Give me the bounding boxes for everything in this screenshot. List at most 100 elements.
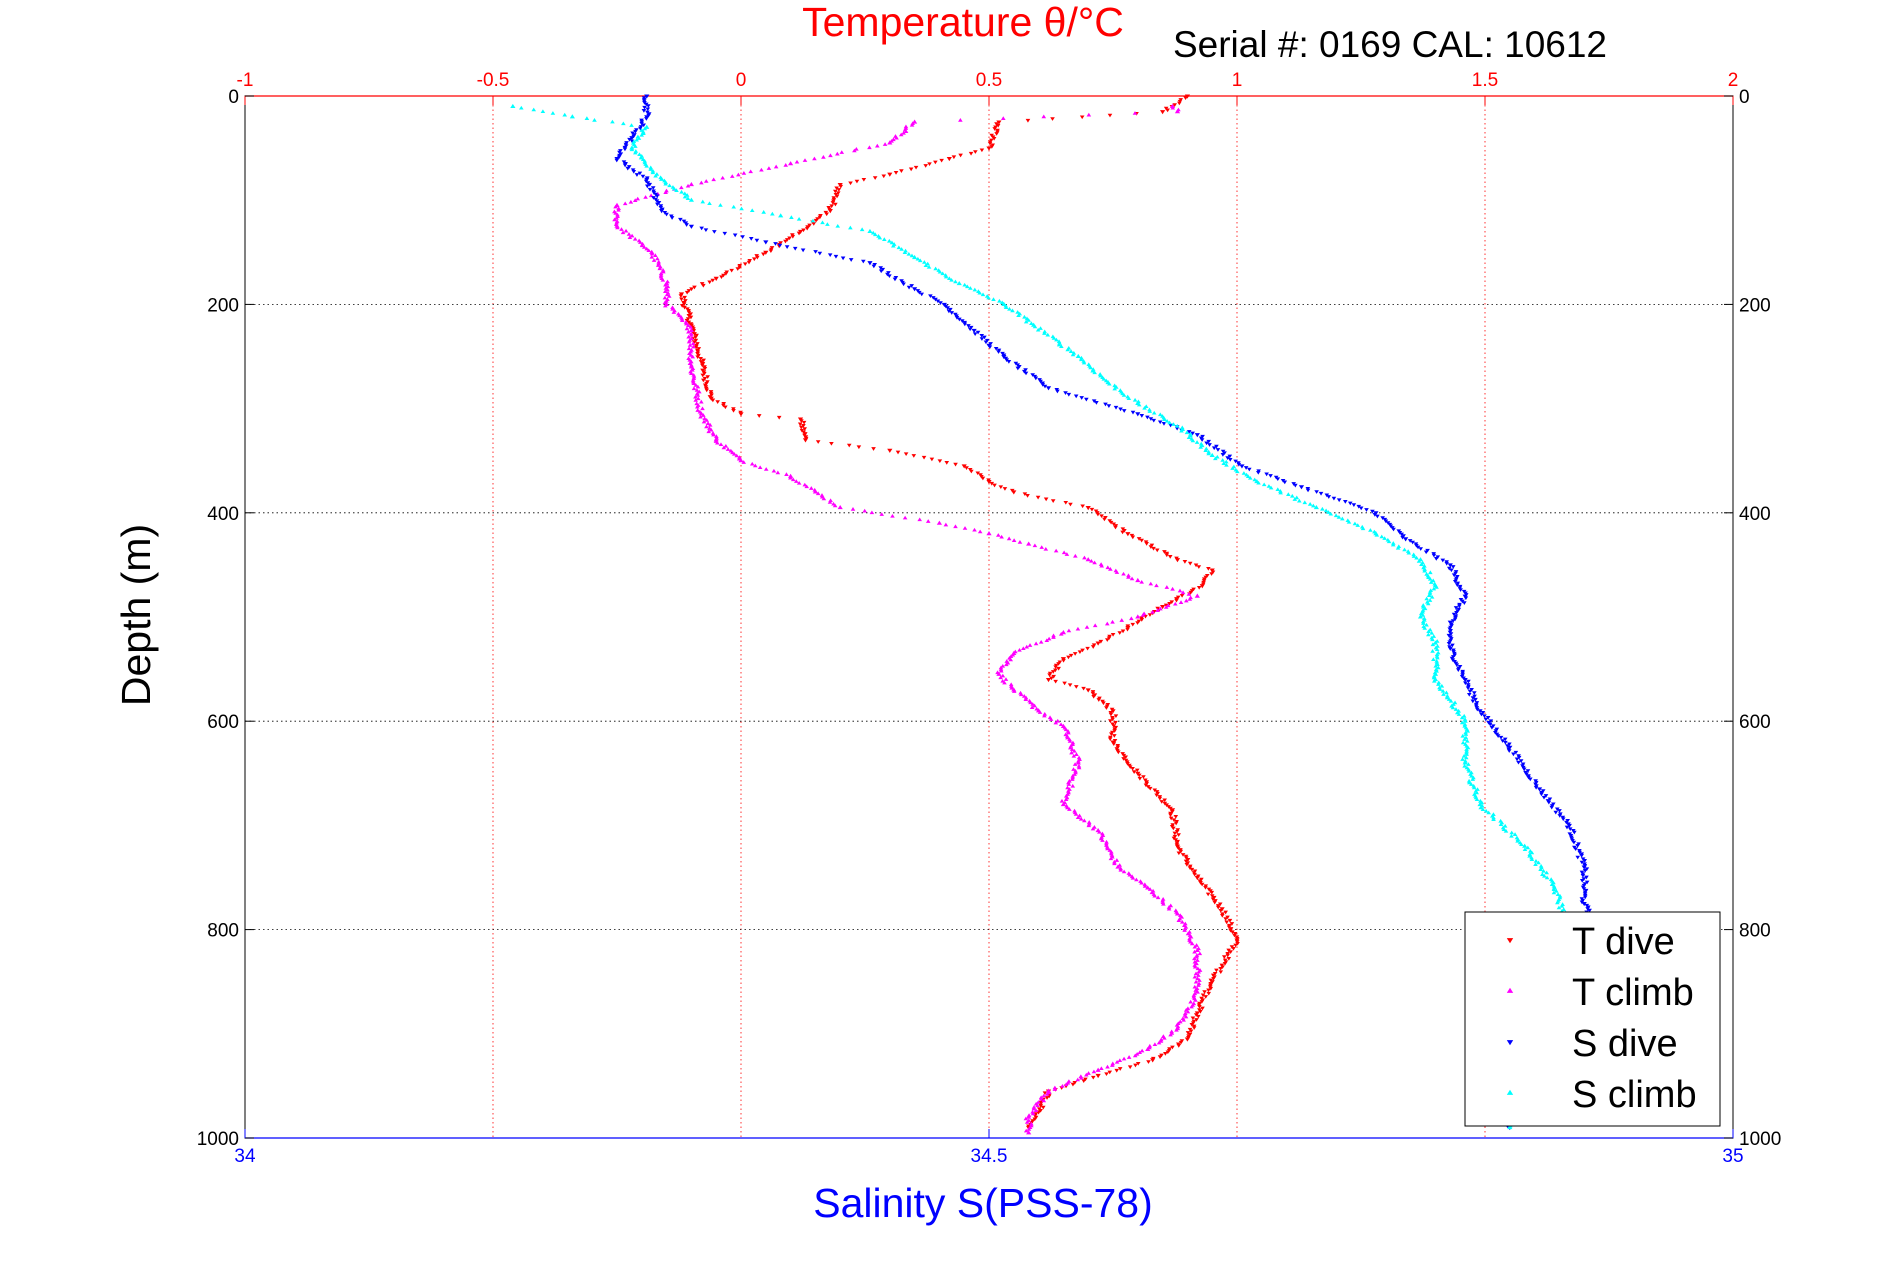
data-point-interp: [1130, 535, 1136, 540]
data-point-interp: [638, 155, 644, 160]
data-point-interp: [1024, 1120, 1030, 1124]
data-point-interp: [921, 455, 927, 460]
data-point-interp: [1177, 588, 1183, 593]
data-point-interp: [801, 228, 806, 233]
data-point-interp: [1120, 530, 1125, 535]
data-point-interp: [731, 204, 736, 209]
data-point-interp: [1314, 490, 1319, 494]
data-point-interp: [1420, 619, 1426, 624]
data-point-interp: [972, 287, 978, 292]
data-point-interp: [1164, 418, 1170, 423]
data-point-interp: [1046, 1090, 1052, 1095]
data-point: [713, 276, 719, 281]
data-point-interp: [1166, 906, 1172, 911]
data-point-interp: [690, 354, 695, 359]
data-point-interp: [1505, 744, 1510, 748]
data-point-interp: [1092, 623, 1098, 628]
data-point: [1581, 865, 1587, 870]
data-point: [763, 240, 769, 245]
data-point-interp: [671, 310, 677, 314]
legend-label-t-climb: T climb: [1572, 972, 1694, 1014]
data-point-interp: [1464, 748, 1469, 753]
data-point-interp: [1192, 964, 1198, 969]
data-point-interp: [1000, 678, 1005, 683]
bottom-tick-label: 34.5: [971, 1146, 1008, 1167]
data-point-interp: [801, 424, 806, 428]
left-tick-label: 400: [207, 504, 239, 525]
data-point-interp: [628, 199, 634, 204]
data-point-interp: [1112, 861, 1117, 866]
data-point: [1085, 688, 1091, 693]
data-point-interp: [697, 389, 702, 394]
data-point-interp: [1205, 892, 1211, 897]
data-point-interp: [1215, 905, 1221, 910]
data-point-interp: [761, 252, 766, 257]
right-tick-label: 400: [1739, 504, 1771, 525]
data-point-interp: [1434, 585, 1439, 589]
data-point-interp: [1151, 418, 1157, 423]
data-point-interp: [1127, 1065, 1133, 1070]
data-point-interp: [798, 425, 804, 430]
data-point-interp: [1218, 966, 1223, 971]
data-point-interp: [1436, 665, 1441, 670]
data-point-interp: [686, 339, 692, 344]
data-point-interp: [714, 434, 719, 438]
data-point-interp: [1439, 683, 1445, 688]
data-point-interp: [1207, 443, 1212, 447]
data-point-interp: [983, 340, 989, 345]
data-point-interp: [678, 217, 683, 222]
data-point-interp: [1529, 850, 1535, 855]
data-point-interp: [968, 286, 973, 290]
data-point-interp: [966, 324, 971, 328]
data-point-interp: [1033, 641, 1039, 646]
data-point-interp: [1424, 622, 1429, 627]
data-point-interp: [832, 503, 838, 508]
data-point-interp: [1445, 693, 1450, 698]
data-point-interp: [1454, 663, 1460, 668]
data-point-interp: [1502, 737, 1508, 742]
data-point-interp: [1026, 318, 1031, 322]
data-point-interp: [813, 250, 818, 254]
data-point-interp: [633, 144, 638, 148]
data-point-interp: [1266, 484, 1272, 488]
data-point-interp: [1168, 816, 1174, 821]
data-point-interp: [796, 217, 802, 221]
data-point-interp: [1579, 854, 1584, 858]
data-point-interp: [1147, 786, 1153, 791]
data-point: [1060, 801, 1066, 807]
data-point-interp: [937, 269, 943, 274]
data-point-interp: [1152, 1042, 1158, 1047]
data-point-interp: [1081, 360, 1087, 365]
data-point-interp: [1134, 768, 1140, 773]
data-point-interp: [1459, 715, 1465, 720]
data-point-interp: [1016, 313, 1021, 318]
data-point-interp: [1063, 797, 1069, 801]
data-point: [1432, 640, 1438, 645]
data-point-interp: [1454, 583, 1460, 587]
legend-label-t-dive: T dive: [1572, 921, 1675, 963]
data-point-interp: [1411, 554, 1417, 558]
data-point-interp: [1564, 825, 1570, 830]
data-point-interp: [1286, 492, 1291, 496]
data-point-interp: [975, 330, 981, 335]
data-point-interp: [1174, 598, 1179, 603]
data-point-interp: [1333, 513, 1339, 518]
data-point-interp: [899, 169, 904, 173]
data-point-interp: [1099, 563, 1105, 568]
data-point-interp: [784, 472, 789, 476]
data-point-interp: [663, 181, 668, 186]
data-point-interp: [783, 163, 789, 167]
data-point-interp: [1023, 371, 1029, 376]
data-point-interp: [1190, 1016, 1196, 1021]
data-point-interp: [1055, 389, 1060, 394]
data-point-interp: [1149, 890, 1155, 895]
data-point-interp: [1554, 807, 1560, 812]
data-point-interp: [1090, 368, 1095, 373]
data-point-interp: [1185, 931, 1191, 936]
data-point-interp: [1463, 755, 1469, 760]
data-point-interp: [734, 453, 740, 458]
data-point-interp: [691, 386, 697, 391]
data-point-interp: [687, 343, 693, 347]
data-point-interp: [1221, 955, 1227, 959]
data-point-interp: [1206, 451, 1211, 456]
